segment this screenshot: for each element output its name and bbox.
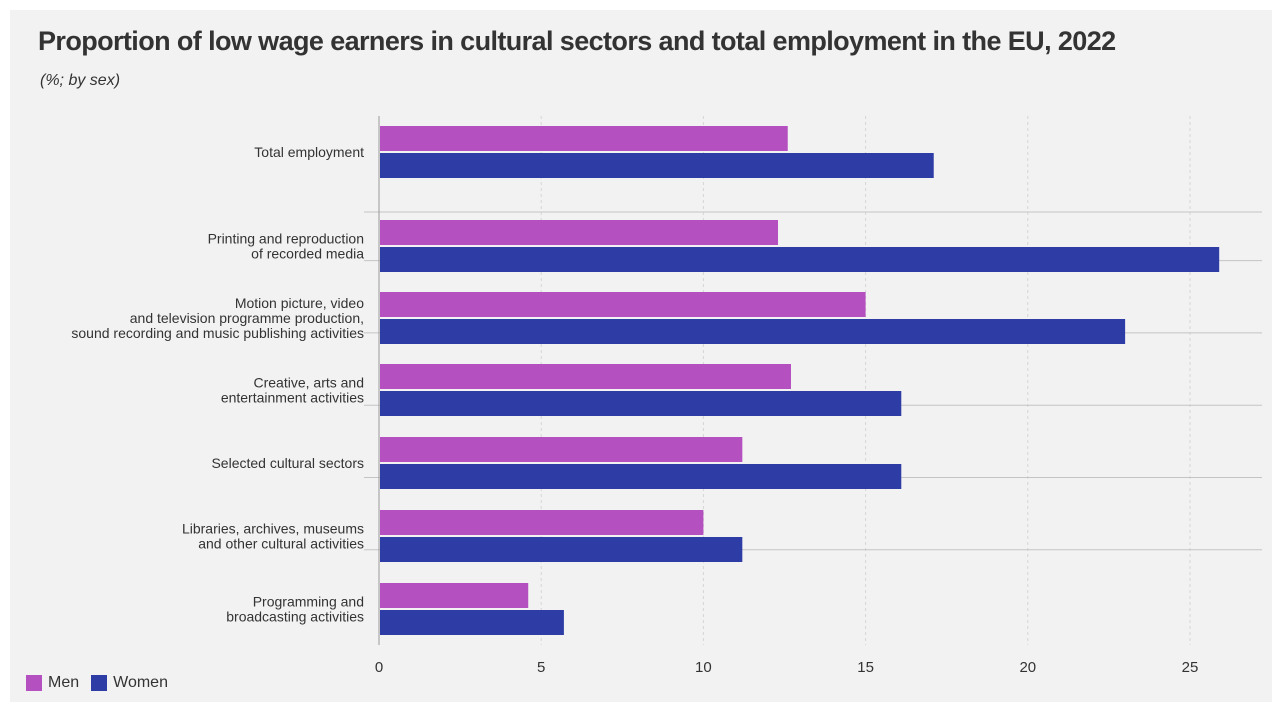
category-label: Creative, arts and [254,375,365,391]
category-label: Programming and [253,594,364,610]
x-tick-label: 5 [537,659,545,676]
category-labels: Total employment Printing and reproductio… [71,144,364,625]
bar-men [380,437,743,462]
bar-men [380,126,788,151]
bar-men [380,510,704,535]
bar-men [380,364,791,389]
category-label: Motion picture, video [235,295,364,311]
category-label: entertainment activities [221,390,364,406]
bar-men [380,220,779,245]
bar-men [380,292,866,317]
chart-panel: Proportion of low wage earners in cultur… [10,10,1272,702]
bar-women [380,153,934,178]
x-tick-label: 25 [1182,659,1199,676]
category-label: broadcasting activities [226,609,364,625]
bar-women [380,464,902,489]
legend: Men Women [26,674,168,692]
x-tick-label: 10 [695,659,712,676]
category-label: and other cultural activities [198,536,364,552]
x-tick-label: 0 [375,659,383,676]
legend-item-men: Men [26,674,79,692]
legend-item-women: Women [91,674,168,692]
x-tick-labels: 0 5 10 15 20 25 [375,659,1199,676]
chart-subtitle: (%; by sex) [40,72,121,89]
x-tick-label: 20 [1019,659,1036,676]
legend-label-men: Men [48,674,80,691]
bar-women [380,537,743,562]
category-label: Total employment [254,144,364,160]
bar-women [380,610,564,635]
legend-swatch-men [26,675,42,691]
category-label: of recorded media [251,246,364,262]
category-label: and television programme production, [130,310,364,326]
chart-title: Proportion of low wage earners in cultur… [38,26,1116,56]
bar-men [380,583,529,608]
bar-women [380,391,902,416]
legend-swatch-women [91,675,108,691]
category-label: Libraries, archives, museums [182,521,364,537]
legend-label-women: Women [113,674,168,691]
x-tick-label: 15 [857,659,874,676]
category-label: sound recording and music publishing act… [71,325,364,341]
bars [380,126,1220,635]
category-label: Selected cultural sectors [211,455,364,471]
bar-women [380,247,1220,272]
category-label: Printing and reproduction [208,231,364,247]
bar-women [380,319,1126,344]
